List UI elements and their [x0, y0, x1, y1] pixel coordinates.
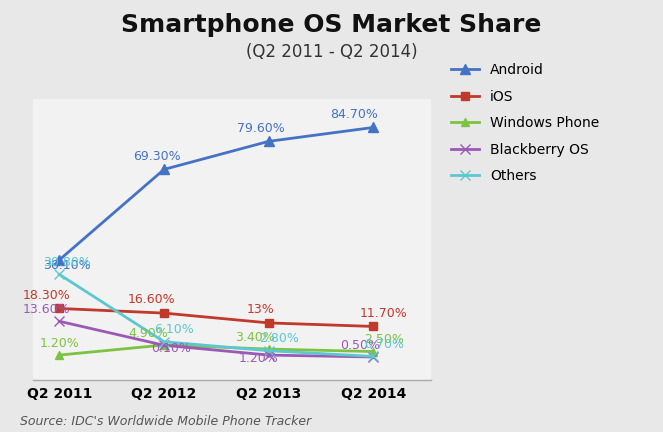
Text: 30.80%: 30.80%: [42, 256, 91, 269]
Text: 0.70%: 0.70%: [364, 338, 404, 351]
iOS: [55, 306, 63, 311]
Text: 2.80%: 2.80%: [259, 332, 299, 345]
Legend: Android, iOS, Windows Phone, Blackberry OS, Others: Android, iOS, Windows Phone, Blackberry …: [451, 63, 599, 183]
Line: Android: Android: [54, 123, 378, 265]
Text: 4.90%: 4.90%: [129, 327, 168, 340]
Text: 1.20%: 1.20%: [238, 352, 278, 365]
Line: Others: Others: [54, 270, 378, 361]
Text: 13.60%: 13.60%: [23, 303, 70, 316]
Windows Phone: [369, 349, 377, 354]
Text: 2.50%: 2.50%: [364, 333, 404, 346]
Android: [369, 125, 377, 130]
Text: 84.70%: 84.70%: [331, 108, 379, 121]
Android: [160, 167, 168, 172]
Blackberry OS: [369, 354, 377, 359]
Text: 13%: 13%: [247, 303, 274, 316]
Text: 1.20%: 1.20%: [39, 337, 79, 349]
Others: [265, 348, 272, 353]
Text: 36.10%: 36.10%: [43, 259, 90, 272]
iOS: [265, 320, 272, 325]
Android: [265, 139, 272, 144]
Blackberry OS: [160, 343, 168, 348]
Android: [55, 257, 63, 263]
Blackberry OS: [265, 353, 272, 358]
Text: Smartphone OS Market Share: Smartphone OS Market Share: [121, 13, 542, 37]
Line: Blackberry OS: Blackberry OS: [54, 316, 378, 362]
Text: 16.60%: 16.60%: [128, 293, 175, 306]
Others: [369, 354, 377, 359]
Windows Phone: [160, 343, 168, 348]
Text: 11.70%: 11.70%: [360, 307, 408, 320]
Text: 69.30%: 69.30%: [133, 149, 180, 162]
Text: 6.10%: 6.10%: [154, 323, 194, 336]
Text: 79.60%: 79.60%: [237, 121, 285, 134]
Blackberry OS: [55, 319, 63, 324]
Text: 0.10%: 0.10%: [151, 342, 191, 355]
Text: (Q2 2011 - Q2 2014): (Q2 2011 - Q2 2014): [246, 43, 417, 61]
Others: [55, 272, 63, 277]
Others: [160, 339, 168, 344]
Windows Phone: [55, 353, 63, 358]
Line: iOS: iOS: [55, 304, 377, 330]
iOS: [160, 311, 168, 316]
Text: Source: IDC's Worldwide Mobile Phone Tracker: Source: IDC's Worldwide Mobile Phone Tra…: [20, 415, 311, 428]
Text: 18.30%: 18.30%: [23, 289, 71, 302]
Text: 0.50%: 0.50%: [339, 339, 380, 352]
Windows Phone: [265, 346, 272, 352]
Line: Windows Phone: Windows Phone: [55, 341, 377, 359]
Text: 3.40%: 3.40%: [235, 330, 275, 343]
iOS: [369, 324, 377, 329]
